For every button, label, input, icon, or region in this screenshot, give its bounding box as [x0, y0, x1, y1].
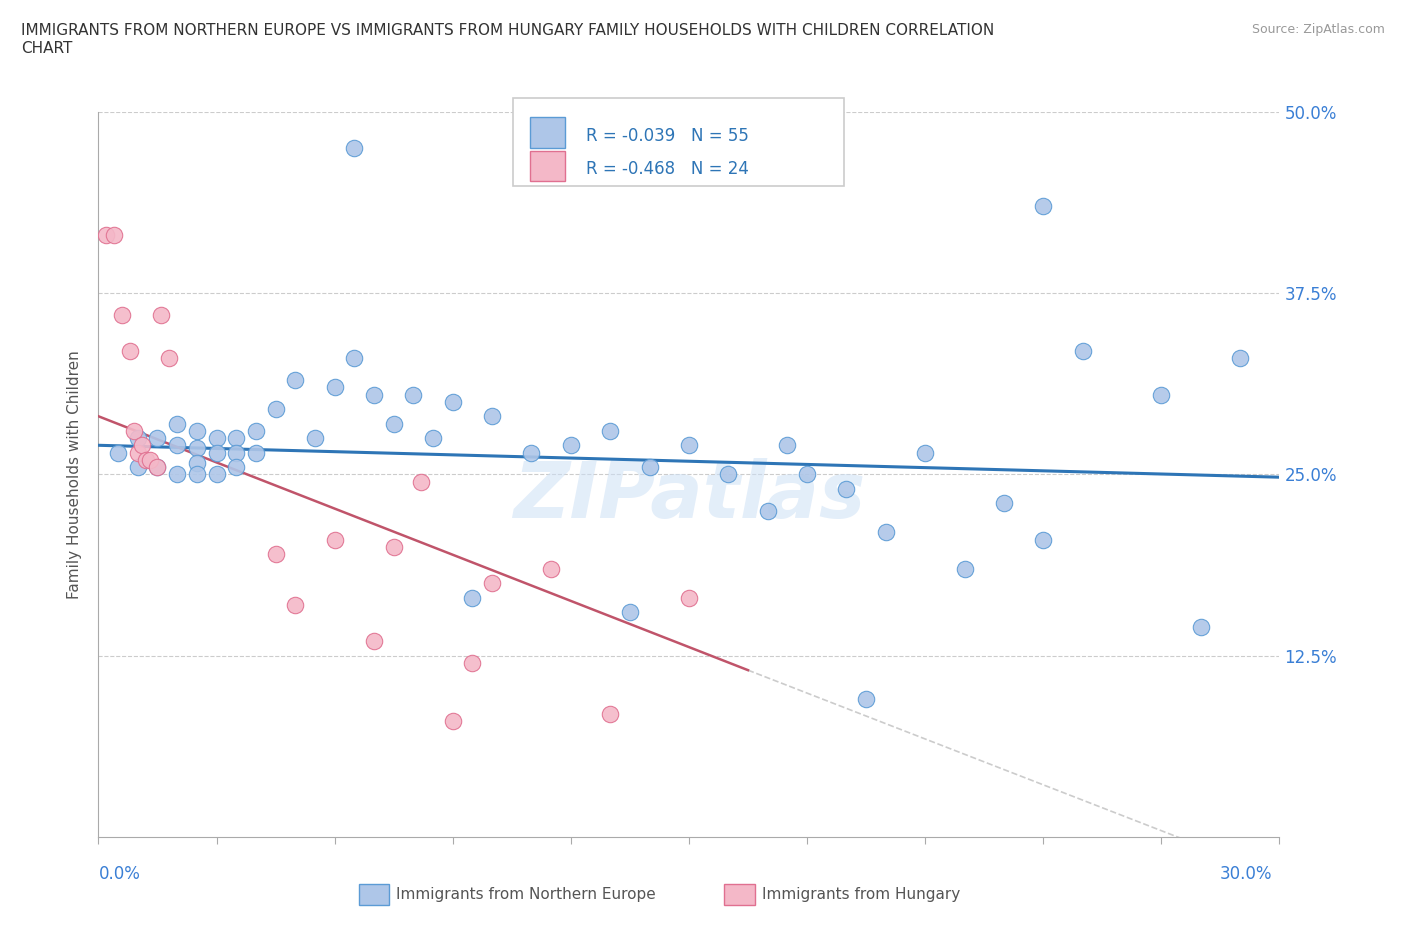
Point	[678, 438, 700, 453]
Point	[855, 692, 877, 707]
Point	[245, 423, 267, 438]
Point	[135, 452, 157, 467]
Point	[157, 351, 180, 365]
Point	[284, 373, 307, 388]
Point	[382, 416, 405, 431]
Point	[756, 503, 779, 518]
Point	[111, 307, 134, 322]
Point	[363, 387, 385, 402]
Point	[363, 633, 385, 648]
Point	[118, 343, 141, 358]
Text: Immigrants from Northern Europe: Immigrants from Northern Europe	[396, 887, 657, 902]
Point	[225, 431, 247, 445]
Point	[127, 459, 149, 474]
Point	[138, 452, 160, 467]
Point	[835, 482, 858, 497]
Point	[1150, 387, 1173, 402]
Point	[481, 576, 503, 591]
Point	[225, 445, 247, 460]
Text: 0.0%: 0.0%	[98, 865, 141, 883]
Text: Immigrants from Hungary: Immigrants from Hungary	[762, 887, 960, 902]
Text: Source: ZipAtlas.com: Source: ZipAtlas.com	[1251, 23, 1385, 36]
Point	[678, 591, 700, 605]
Point	[225, 459, 247, 474]
Point	[560, 438, 582, 453]
Point	[638, 459, 661, 474]
Point	[150, 307, 173, 322]
Point	[520, 445, 543, 460]
Point	[166, 467, 188, 482]
Point	[1189, 619, 1212, 634]
Point	[717, 467, 740, 482]
Text: IMMIGRANTS FROM NORTHERN EUROPE VS IMMIGRANTS FROM HUNGARY FAMILY HOUSEHOLDS WIT: IMMIGRANTS FROM NORTHERN EUROPE VS IMMIG…	[21, 23, 994, 56]
Point	[205, 467, 228, 482]
Text: R = -0.468   N = 24: R = -0.468 N = 24	[586, 160, 749, 179]
Y-axis label: Family Households with Children: Family Households with Children	[67, 350, 83, 599]
Point	[107, 445, 129, 460]
Point	[205, 431, 228, 445]
Point	[599, 423, 621, 438]
Point	[323, 379, 346, 394]
Point	[914, 445, 936, 460]
Point	[146, 459, 169, 474]
Point	[127, 431, 149, 445]
Point	[796, 467, 818, 482]
Point	[264, 402, 287, 417]
Point	[245, 445, 267, 460]
Text: R = -0.039   N = 55: R = -0.039 N = 55	[586, 126, 749, 145]
Text: 30.0%: 30.0%	[1220, 865, 1272, 883]
Point	[186, 456, 208, 471]
Point	[284, 597, 307, 612]
Point	[343, 140, 366, 155]
Point	[146, 431, 169, 445]
Point	[993, 496, 1015, 511]
Point	[122, 423, 145, 438]
Point	[411, 474, 433, 489]
Point	[205, 445, 228, 460]
Point	[343, 351, 366, 365]
Point	[186, 441, 208, 456]
Point	[540, 561, 562, 576]
Point	[131, 438, 153, 453]
Point	[422, 431, 444, 445]
Point	[1032, 198, 1054, 213]
Point	[599, 706, 621, 721]
Point	[304, 431, 326, 445]
Point	[441, 713, 464, 728]
Point	[461, 656, 484, 671]
Point	[619, 604, 641, 619]
Point	[1032, 532, 1054, 547]
Point	[264, 547, 287, 562]
Point	[186, 467, 208, 482]
Point	[1229, 351, 1251, 365]
Text: ZIPatlas: ZIPatlas	[513, 458, 865, 534]
Point	[96, 228, 118, 243]
Point	[461, 591, 484, 605]
Point	[441, 394, 464, 409]
Point	[186, 423, 208, 438]
Point	[776, 438, 799, 453]
Point	[103, 228, 125, 243]
Point	[481, 409, 503, 424]
Point	[166, 416, 188, 431]
Point	[323, 532, 346, 547]
Point	[953, 561, 976, 576]
Point	[1071, 343, 1094, 358]
Point	[875, 525, 897, 539]
Point	[382, 539, 405, 554]
Point	[402, 387, 425, 402]
Point	[127, 445, 149, 460]
Point	[146, 459, 169, 474]
Point	[166, 438, 188, 453]
